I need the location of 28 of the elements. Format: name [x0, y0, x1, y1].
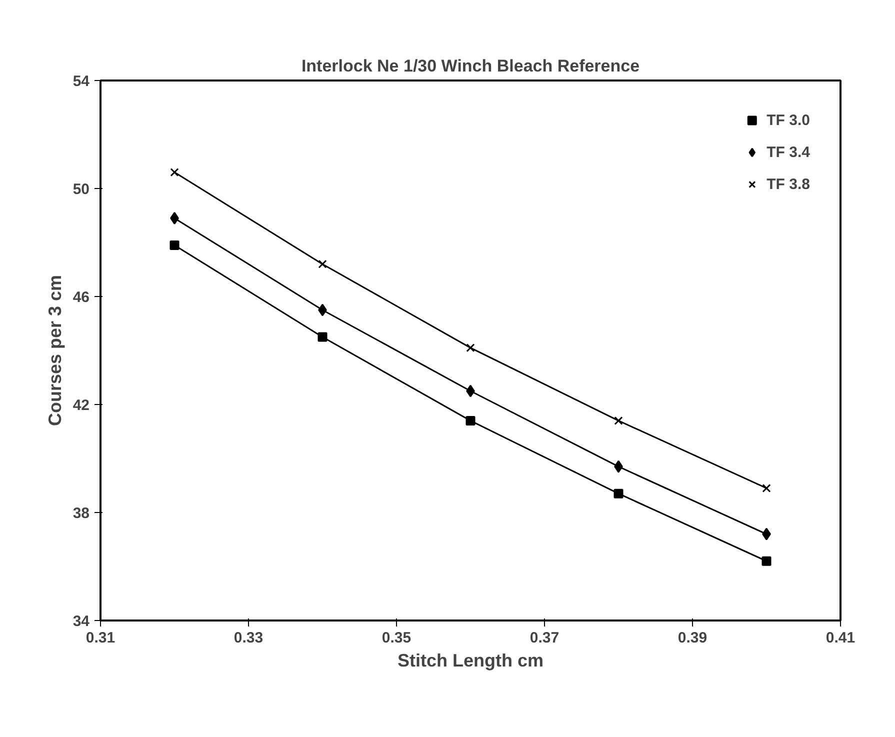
- point: [614, 488, 624, 498]
- x-tick-label: 0.37: [530, 630, 560, 646]
- point: [170, 240, 180, 250]
- point: [762, 484, 771, 492]
- x-tick-label: 0.39: [678, 630, 708, 646]
- x-tick-label: 0.33: [234, 630, 264, 646]
- y-tick-label: 54: [72, 73, 90, 90]
- chart-title: Interlock Ne 1/30 Winch Bleach Reference: [301, 56, 640, 76]
- point: [762, 556, 772, 566]
- legend-label: TF 3.0: [766, 112, 810, 128]
- y-tick-label: 38: [72, 505, 90, 522]
- point: [466, 416, 476, 426]
- y-tick-label: 46: [72, 289, 90, 306]
- y-tick-label: 42: [72, 397, 90, 414]
- x-tick-label: 0.31: [86, 630, 116, 646]
- point: [318, 260, 327, 268]
- point: [614, 416, 623, 425]
- point: [170, 168, 179, 177]
- legend-label: TF 3.4: [766, 144, 810, 160]
- x-tick-label: 0.41: [826, 630, 856, 646]
- legend-label: TF 3.8: [766, 176, 810, 192]
- point: [318, 332, 328, 342]
- x-axis-title: Stitch Length cm: [398, 650, 544, 670]
- y-tick-label: 34: [72, 613, 90, 630]
- x-tick-label: 0.35: [382, 630, 412, 646]
- y-axis-title: Courses per 3 cm: [44, 274, 65, 426]
- point: [466, 344, 475, 352]
- y-tick-label: 50: [72, 181, 90, 198]
